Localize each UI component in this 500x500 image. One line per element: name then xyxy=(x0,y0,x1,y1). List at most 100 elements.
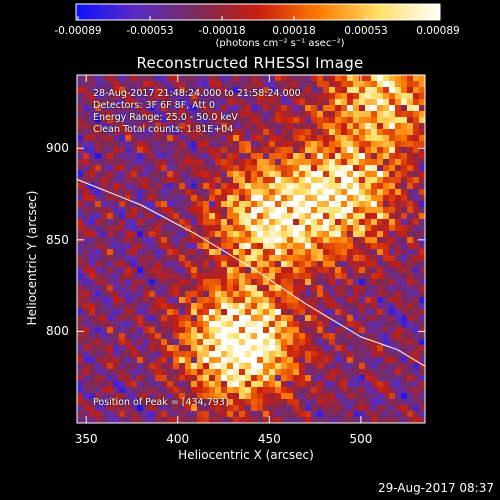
heatmap-cell xyxy=(395,357,402,364)
heatmap-cell xyxy=(101,261,108,268)
heatmap-cell xyxy=(293,87,300,94)
heatmap-cell xyxy=(101,231,108,238)
heatmap-cell xyxy=(191,171,198,178)
heatmap-cell xyxy=(359,261,366,268)
heatmap-cell xyxy=(179,75,186,82)
heatmap-cell xyxy=(299,141,306,148)
heatmap-cell xyxy=(197,393,204,400)
heatmap-cell xyxy=(263,309,270,316)
heatmap-cell xyxy=(77,255,84,262)
heatmap-cell xyxy=(131,303,138,310)
heatmap-cell xyxy=(407,411,414,418)
heatmap-cell xyxy=(77,87,84,94)
heatmap-cell xyxy=(353,123,360,130)
heatmap-cell xyxy=(215,177,222,184)
solar-limb-line xyxy=(77,178,425,367)
heatmap-cell xyxy=(209,333,216,340)
heatmap-cell xyxy=(335,123,342,130)
heatmap-cell xyxy=(383,321,390,328)
heatmap-cell xyxy=(233,237,240,244)
heatmap-cell xyxy=(329,189,336,196)
heatmap-cell xyxy=(107,351,114,358)
heatmap-cell xyxy=(395,363,402,370)
heatmap-cell xyxy=(245,237,252,244)
heatmap-cell xyxy=(137,381,144,388)
heatmap-cell xyxy=(113,297,120,304)
heatmap-cell xyxy=(305,405,312,412)
heatmap-cell xyxy=(239,99,246,106)
heatmap-cell xyxy=(371,249,378,256)
heatmap-cell xyxy=(155,177,162,184)
heatmap-cell xyxy=(215,183,222,190)
heatmap-cell xyxy=(179,321,186,328)
heatmap-cell xyxy=(365,111,372,118)
heatmap-cell xyxy=(287,87,294,94)
heatmap-cell xyxy=(131,201,138,208)
heatmap-cell xyxy=(179,417,186,423)
heatmap-cell xyxy=(317,405,324,412)
heatmap-cell xyxy=(119,375,126,382)
heatmap-cell xyxy=(161,219,168,226)
heatmap-cell xyxy=(407,315,414,322)
heatmap-cell xyxy=(197,189,204,196)
heatmap-cell xyxy=(77,99,84,106)
heatmap-cell xyxy=(89,159,96,166)
heatmap-cell xyxy=(377,219,384,226)
heatmap-cell xyxy=(329,99,336,106)
heatmap-cell xyxy=(353,219,360,226)
heatmap-cell xyxy=(323,327,330,334)
heatmap-cell xyxy=(263,171,270,178)
heatmap-cell xyxy=(143,147,150,154)
heatmap-cell xyxy=(197,249,204,256)
heatmap-cell xyxy=(413,231,420,238)
heatmap-cell xyxy=(167,357,174,364)
heatmap-cell xyxy=(275,87,282,94)
heatmap-cell xyxy=(389,291,396,298)
heatmap-cell xyxy=(167,345,174,352)
heatmap-cell xyxy=(311,333,318,340)
heatmap-cell xyxy=(419,381,425,388)
heatmap-cell xyxy=(299,213,306,220)
heatmap-cell xyxy=(353,171,360,178)
heatmap-cell xyxy=(401,393,408,400)
heatmap-cell xyxy=(233,75,240,82)
heatmap-cell xyxy=(287,111,294,118)
heatmap-cell xyxy=(293,111,300,118)
heatmap-cell xyxy=(77,165,84,172)
heatmap-cell xyxy=(347,165,354,172)
heatmap-cell xyxy=(287,171,294,178)
heatmap-cell xyxy=(413,171,420,178)
heatmap-cell xyxy=(215,171,222,178)
heatmap-cell xyxy=(227,147,234,154)
heatmap-cell xyxy=(89,327,96,334)
heatmap-cell xyxy=(191,225,198,232)
heatmap-cell xyxy=(191,411,198,418)
heatmap-cell xyxy=(401,255,408,262)
heatmap-cell xyxy=(419,279,425,286)
heatmap-cell xyxy=(233,315,240,322)
heatmap-cell xyxy=(263,153,270,160)
heatmap-cell xyxy=(335,249,342,256)
heatmap-cell xyxy=(335,363,342,370)
heatmap-cell xyxy=(197,333,204,340)
heatmap-cell xyxy=(413,129,420,136)
heatmap-cell xyxy=(299,267,306,274)
heatmap-cell xyxy=(203,249,210,256)
heatmap-cell xyxy=(107,339,114,346)
heatmap-cell xyxy=(383,297,390,304)
heatmap-cell xyxy=(395,177,402,184)
heatmap-cell xyxy=(209,111,216,118)
heatmap-cell xyxy=(245,243,252,250)
heatmap-cell xyxy=(347,417,354,423)
heatmap-cell xyxy=(161,81,168,88)
info-time-range: 28-Aug-2017 21:48:24.000 to 21:58:24.000 xyxy=(93,88,301,99)
heatmap-cell xyxy=(335,339,342,346)
heatmap-cell xyxy=(359,273,366,280)
heatmap-cell xyxy=(311,267,318,274)
heatmap-cell xyxy=(275,117,282,124)
heatmap-cell xyxy=(251,105,258,112)
heatmap-cell xyxy=(179,183,186,190)
heatmap-cell xyxy=(167,141,174,148)
heatmap-cell xyxy=(215,147,222,154)
heatmap-cell xyxy=(323,291,330,298)
